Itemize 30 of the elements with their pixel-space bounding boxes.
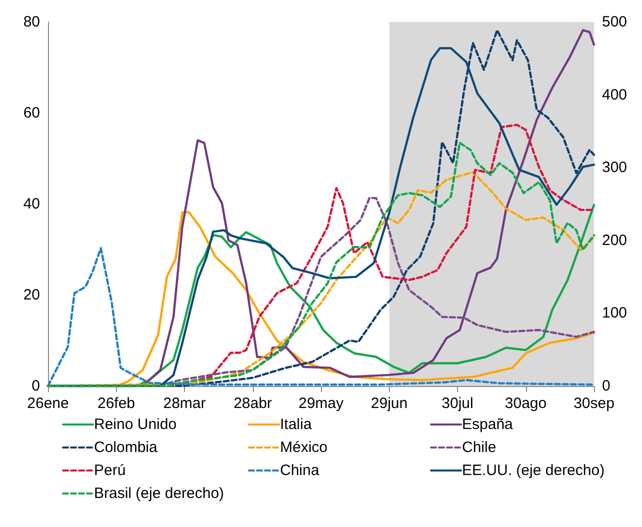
y-tick-label: 20 (23, 286, 40, 304)
x-tick-label: 28abr (234, 395, 272, 412)
legend-label: Italia (280, 416, 312, 433)
y2-tick-label: 0 (602, 378, 610, 394)
x-tick-label: 30ago (504, 395, 547, 412)
legend-label: EE.UU. (eje derecho) (462, 462, 605, 479)
x-tick-label: 29jun (370, 395, 408, 412)
legend-label: Colombia (94, 439, 158, 456)
x-tick-label: 30jul (442, 395, 474, 412)
x-tick-label: 30sep (574, 395, 614, 412)
y-tick-label: 60 (23, 104, 40, 122)
legend-label: Perú (94, 462, 126, 479)
x-tick-label: 26ene (27, 395, 69, 412)
x-tick-label: 26feb (97, 395, 136, 412)
legend-label: España (462, 416, 514, 433)
y2-tick-label: 200 (602, 232, 628, 249)
x-tick-label: 28mar (163, 395, 206, 412)
y2-tick-label: 100 (602, 304, 628, 322)
legend-label: Reino Unido (94, 416, 177, 433)
y-tick-label: 80 (23, 14, 40, 30)
legend-label: Brasil (eje derecho) (94, 485, 224, 502)
x-tick-label: 29may (298, 395, 344, 412)
y2-tick-label: 500 (602, 14, 628, 30)
legend-label: Chile (462, 439, 496, 456)
y-tick-label: 40 (23, 196, 40, 212)
y-tick-label: 0 (32, 378, 40, 394)
y2-tick-label: 400 (602, 86, 628, 104)
legend-label: México (280, 439, 328, 456)
legend-label: China (280, 462, 320, 479)
y2-tick-label: 300 (602, 159, 628, 176)
